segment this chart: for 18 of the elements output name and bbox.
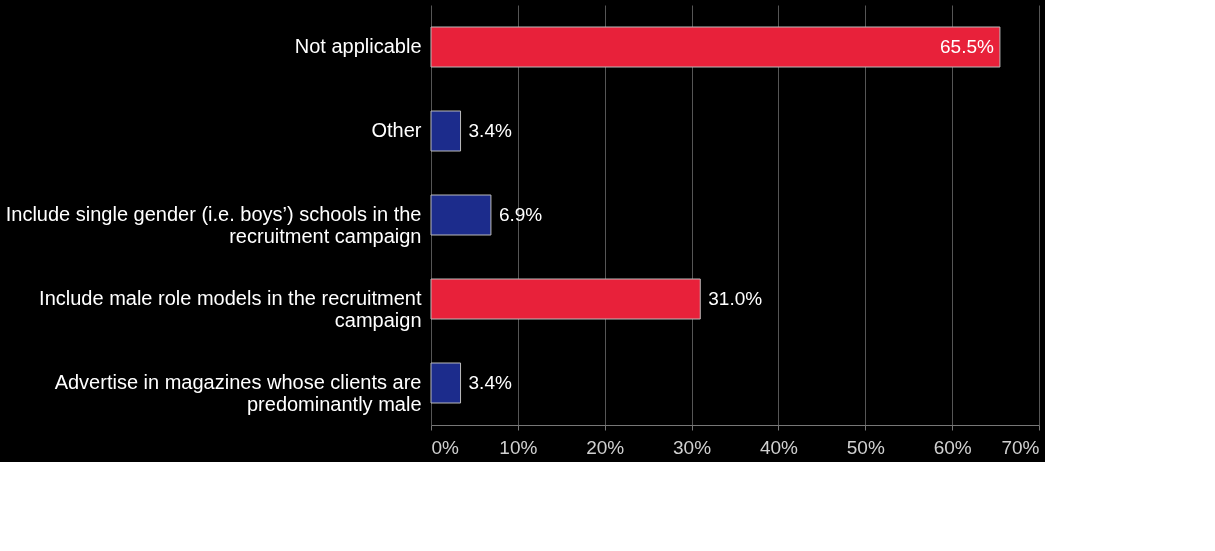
- data-label: 3.4%: [468, 120, 512, 141]
- x-tick-label: 70%: [1001, 436, 1040, 458]
- data-label: 6.9%: [498, 204, 543, 225]
- x-tick-label: 0%: [431, 436, 460, 458]
- y-tick-label: Include single gender (i.e. boys’) schools in the recruitment campaign: [5, 203, 422, 247]
- y-tick-label: Include male role models in the recruitment campaign: [39, 287, 422, 331]
- x-tick-label: 50%: [846, 436, 885, 458]
- data-label: 65.5%: [940, 36, 995, 57]
- y-tick-label: Not applicable: [294, 35, 422, 57]
- y-tick-label: Other: [371, 119, 422, 141]
- x-tick-label: 30%: [673, 436, 712, 458]
- y-tick-label: Advertise in magazines whose clients are predominantly male: [54, 371, 422, 415]
- x-tick-label: 20%: [586, 436, 625, 458]
- x-tick-label: 10%: [499, 436, 538, 458]
- x-tick-label: 40%: [759, 436, 799, 458]
- x-tick-label: 60%: [933, 436, 972, 458]
- data-label: 3.4%: [468, 372, 512, 393]
- data-label: 31.0%: [708, 288, 763, 309]
